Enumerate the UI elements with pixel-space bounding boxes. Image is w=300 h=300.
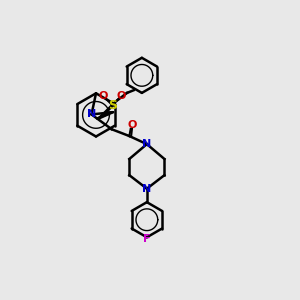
Text: N: N — [142, 184, 152, 194]
Text: N: N — [87, 110, 96, 119]
Text: S: S — [108, 99, 117, 112]
Text: F: F — [143, 234, 151, 244]
Text: O: O — [117, 91, 126, 100]
Text: N: N — [142, 139, 152, 149]
Text: O: O — [98, 91, 107, 100]
Text: O: O — [127, 120, 137, 130]
